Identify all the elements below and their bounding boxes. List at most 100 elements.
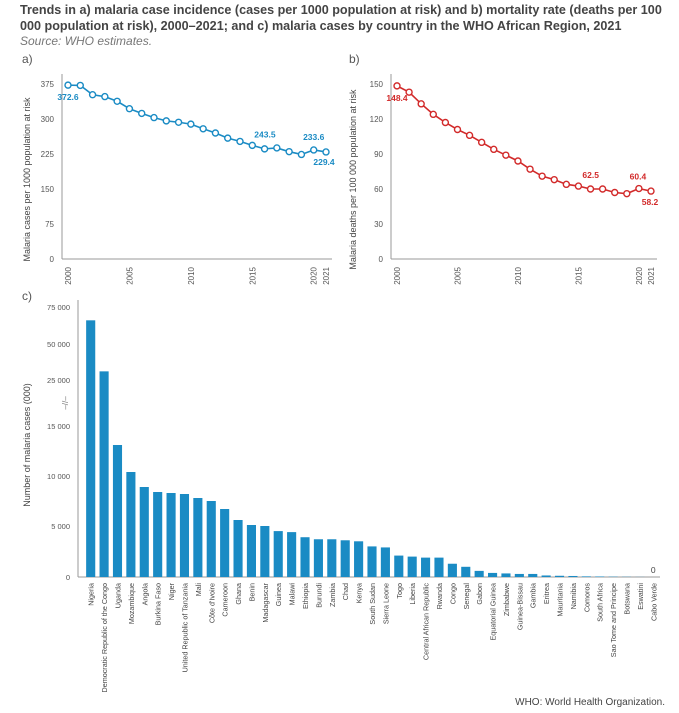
data-label: 243.5 — [254, 129, 276, 139]
data-label: 229.4 — [313, 157, 335, 167]
data-point — [611, 188, 619, 197]
series-line — [396, 85, 652, 195]
category-label: Congo — [448, 583, 457, 604]
bar — [461, 566, 471, 577]
bar — [595, 576, 605, 577]
bar — [367, 546, 377, 577]
bar — [354, 541, 364, 577]
bar — [139, 487, 149, 577]
category-label: Senegal — [462, 583, 471, 610]
category-label: Zambia — [328, 583, 337, 607]
bar — [112, 445, 123, 577]
data-point — [502, 151, 510, 159]
data-point — [550, 175, 558, 184]
data-point — [285, 147, 293, 156]
data-point — [88, 91, 97, 99]
data-point — [490, 145, 498, 154]
bar — [166, 493, 176, 577]
data-point — [526, 165, 534, 173]
category-label: Liberia — [408, 583, 417, 605]
data-point — [477, 138, 486, 147]
data-point — [297, 150, 306, 159]
data-point — [248, 141, 256, 150]
data-label: 233.6 — [303, 132, 325, 142]
category-label: Cabo Verde — [649, 583, 658, 621]
data-point — [405, 88, 413, 96]
category-label: Gambia — [529, 583, 538, 608]
category-label: Eswatini — [636, 583, 645, 610]
data-label: 58.2 — [642, 197, 659, 207]
bar — [340, 540, 350, 577]
category-label: South Africa — [596, 583, 605, 622]
bar — [206, 501, 216, 577]
category-label: Guinea-Bissau — [515, 583, 524, 630]
x-tick-label: 2005 — [125, 266, 134, 284]
figure-footer: WHO: World Health Organization. — [515, 697, 665, 708]
bar — [126, 472, 136, 577]
bar — [273, 531, 283, 577]
data-point — [393, 82, 401, 90]
data-point — [623, 189, 631, 198]
category-label: Nigeria — [87, 583, 96, 606]
category-label: Mozambique — [127, 583, 136, 624]
bar — [153, 492, 163, 577]
category-label: Burundi — [314, 583, 323, 608]
data-point — [199, 125, 207, 133]
category-label: Mali — [194, 583, 203, 597]
data-point — [322, 148, 330, 156]
bar — [568, 575, 578, 577]
category-label: Sierra Leone — [381, 583, 390, 624]
category-label: Uganda — [113, 583, 122, 608]
y-tick-label: 5 000 — [51, 522, 70, 531]
bar — [541, 575, 551, 577]
data-point — [514, 157, 522, 165]
data-point — [260, 145, 269, 153]
data-point — [224, 134, 232, 142]
data-point — [101, 92, 109, 101]
data-point — [417, 100, 425, 108]
data-point — [647, 187, 655, 195]
x-tick-label: 2021 — [322, 266, 331, 284]
y-tick-label: 10 000 — [47, 472, 70, 481]
bar — [86, 320, 96, 577]
y-tick-label: 75 — [45, 220, 54, 229]
y-tick-label: 225 — [41, 150, 55, 159]
y-axis-title: Malaria cases per 1000 population at ris… — [22, 97, 32, 262]
bar — [501, 573, 511, 577]
bar — [300, 537, 310, 577]
series-line — [67, 84, 327, 156]
panel-label: c) — [22, 289, 32, 303]
category-label: Cameroon — [221, 583, 230, 617]
y-tick-label: 0 — [379, 255, 384, 264]
x-tick-label: 2005 — [453, 266, 462, 284]
category-label: Madagascar — [261, 582, 270, 622]
bar — [447, 563, 457, 577]
data-point — [574, 182, 583, 190]
data-point — [174, 118, 183, 126]
data-point — [465, 131, 474, 140]
y-tick-label: 0 — [66, 573, 70, 582]
y-tick-label: 90 — [374, 150, 383, 159]
figure-title: Trends in a) malaria case incidence (cas… — [20, 3, 662, 33]
bar — [313, 539, 323, 577]
category-label: Kenya — [355, 583, 364, 603]
x-tick-label: 2010 — [514, 266, 523, 284]
bar — [434, 557, 444, 577]
category-label: Rwanda — [435, 583, 444, 609]
y-axis-title: Number of malaria cases (000) — [22, 383, 32, 507]
category-label: Democratic Republic of the Congo — [100, 583, 109, 692]
category-label: Comoros — [582, 583, 591, 613]
y-tick-label: 0 — [50, 255, 55, 264]
category-label: Equatorial Guinea — [489, 583, 498, 641]
bar — [99, 371, 109, 577]
data-point — [162, 117, 170, 125]
category-label: Namibia — [569, 583, 578, 609]
x-tick-label: 2000 — [64, 266, 73, 284]
figure-source: Source: WHO estimates. — [20, 34, 153, 48]
category-label: Sao Tome and Principe — [609, 583, 618, 657]
bar — [327, 539, 337, 577]
y-axis-title: Malaria deaths per 100 000 population at… — [348, 89, 358, 270]
data-point — [562, 180, 571, 189]
category-label: Benin — [247, 583, 256, 601]
data-point — [187, 120, 195, 128]
